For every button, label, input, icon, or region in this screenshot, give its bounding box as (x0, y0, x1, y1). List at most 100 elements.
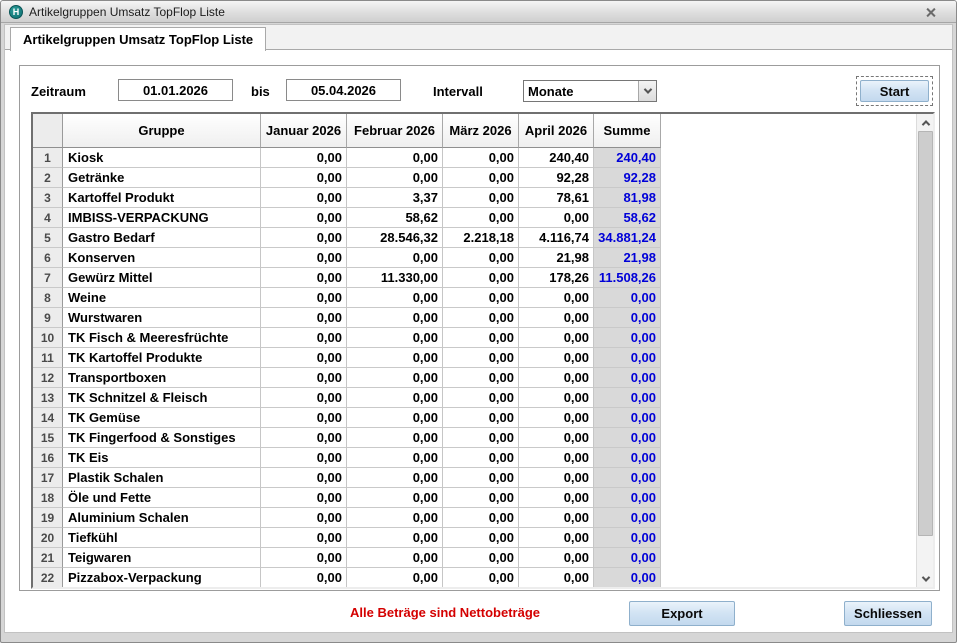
value-cell: 0,00 (261, 268, 347, 288)
window-close-button[interactable] (920, 4, 940, 20)
group-cell: Kartoffel Produkt (63, 188, 261, 208)
grid-header-row: GruppeJanuar 2026Februar 2026März 2026Ap… (33, 114, 661, 148)
value-cell: 0,00 (261, 308, 347, 328)
table-row[interactable]: 16TK Eis0,000,000,000,000,00 (33, 448, 661, 468)
scrollbar-up-button[interactable] (917, 114, 934, 131)
value-cell: 0,00 (347, 528, 443, 548)
table-row[interactable]: 8Weine0,000,000,000,000,00 (33, 288, 661, 308)
close-icon (925, 7, 936, 18)
table-row[interactable]: 5Gastro Bedarf0,0028.546,322.218,184.116… (33, 228, 661, 248)
value-cell: 0,00 (261, 328, 347, 348)
column-header[interactable]: Februar 2026 (347, 114, 443, 148)
table-row[interactable]: 7Gewürz Mittel0,0011.330,000,00178,2611.… (33, 268, 661, 288)
value-cell: 0,00 (261, 248, 347, 268)
date-to-input[interactable] (286, 79, 401, 101)
value-cell: 0,00 (261, 188, 347, 208)
table-row[interactable]: 13TK Schnitzel & Fleisch0,000,000,000,00… (33, 388, 661, 408)
value-cell: 0,00 (443, 428, 519, 448)
value-cell: 0,00 (261, 388, 347, 408)
value-cell: 0,00 (347, 368, 443, 388)
corner-header-cell (33, 114, 63, 148)
summe-cell: 240,40 (594, 148, 661, 168)
group-cell: Teigwaren (63, 548, 261, 568)
table-row[interactable]: 4IMBISS-VERPACKUNG0,0058,620,000,0058,62 (33, 208, 661, 228)
table-row[interactable]: 2Getränke0,000,000,0092,2892,28 (33, 168, 661, 188)
table-row[interactable]: 15TK Fingerfood & Sonstiges0,000,000,000… (33, 428, 661, 448)
value-cell: 0,00 (347, 468, 443, 488)
row-number-cell: 2 (33, 168, 63, 188)
value-cell: 0,00 (347, 548, 443, 568)
column-header[interactable]: Gruppe (63, 114, 261, 148)
row-number-cell: 20 (33, 528, 63, 548)
summe-cell: 92,28 (594, 168, 661, 188)
table-row[interactable]: 14TK Gemüse0,000,000,000,000,00 (33, 408, 661, 428)
table-row[interactable]: 1Kiosk0,000,000,00240,40240,40 (33, 148, 661, 168)
chevron-up-icon (921, 120, 929, 128)
zeitraum-label: Zeitraum (31, 84, 86, 99)
group-cell: Transportboxen (63, 368, 261, 388)
table-row[interactable]: 6Konserven0,000,000,0021,9821,98 (33, 248, 661, 268)
value-cell: 0,00 (443, 148, 519, 168)
value-cell: 0,00 (347, 348, 443, 368)
schliessen-button[interactable]: Schliessen (844, 601, 932, 626)
report-panel: Zeitraum bis Intervall Monate Start Grup… (19, 65, 940, 591)
table-row[interactable]: 20Tiefkühl0,000,000,000,000,00 (33, 528, 661, 548)
summe-cell: 0,00 (594, 408, 661, 428)
table-row[interactable]: 10TK Fisch & Meeresfrüchte0,000,000,000,… (33, 328, 661, 348)
column-header[interactable]: April 2026 (519, 114, 594, 148)
summe-cell: 0,00 (594, 368, 661, 388)
summe-cell: 0,00 (594, 328, 661, 348)
value-cell: 0,00 (519, 308, 594, 328)
vertical-scrollbar[interactable] (916, 114, 933, 587)
start-button[interactable]: Start (860, 80, 929, 102)
table-row[interactable]: 18Öle und Fette0,000,000,000,000,00 (33, 488, 661, 508)
intervall-select[interactable]: Monate (523, 80, 657, 102)
tab-artikelgruppen-umsatz[interactable]: Artikelgruppen Umsatz TopFlop Liste (10, 27, 266, 51)
table-row[interactable]: 3Kartoffel Produkt0,003,370,0078,6181,98 (33, 188, 661, 208)
value-cell: 240,40 (519, 148, 594, 168)
group-cell: Weine (63, 288, 261, 308)
value-cell: 0,00 (347, 508, 443, 528)
table-row[interactable]: 21Teigwaren0,000,000,000,000,00 (33, 548, 661, 568)
value-cell: 0,00 (519, 208, 594, 228)
group-cell: Kiosk (63, 148, 261, 168)
table-row[interactable]: 9Wurstwaren0,000,000,000,000,00 (33, 308, 661, 328)
column-header[interactable]: März 2026 (443, 114, 519, 148)
export-button[interactable]: Export (629, 601, 735, 626)
value-cell: 0,00 (519, 408, 594, 428)
row-number-cell: 15 (33, 428, 63, 448)
value-cell: 0,00 (261, 168, 347, 188)
summe-cell: 0,00 (594, 428, 661, 448)
value-cell: 0,00 (443, 328, 519, 348)
titlebar: H Artikelgruppen Umsatz TopFlop Liste (1, 1, 956, 23)
group-cell: Aluminium Schalen (63, 508, 261, 528)
value-cell: 0,00 (443, 368, 519, 388)
summe-cell: 0,00 (594, 568, 661, 588)
value-cell: 0,00 (261, 428, 347, 448)
combo-dropdown-button[interactable] (638, 81, 656, 101)
column-header[interactable]: Januar 2026 (261, 114, 347, 148)
table-row[interactable]: 12Transportboxen0,000,000,000,000,00 (33, 368, 661, 388)
group-cell: Gewürz Mittel (63, 268, 261, 288)
date-from-input[interactable] (118, 79, 233, 101)
row-number-cell: 18 (33, 488, 63, 508)
value-cell: 0,00 (347, 248, 443, 268)
scrollbar-thumb[interactable] (918, 131, 933, 536)
value-cell: 0,00 (443, 388, 519, 408)
table-row[interactable]: 11TK Kartoffel Produkte0,000,000,000,000… (33, 348, 661, 368)
table-row[interactable]: 22Pizzabox-Verpackung0,000,000,000,000,0… (33, 568, 661, 588)
summe-cell: 58,62 (594, 208, 661, 228)
value-cell: 3,37 (347, 188, 443, 208)
scrollbar-down-button[interactable] (917, 570, 934, 587)
value-cell: 0,00 (519, 568, 594, 588)
table-row[interactable]: 19Aluminium Schalen0,000,000,000,000,00 (33, 508, 661, 528)
row-number-cell: 4 (33, 208, 63, 228)
group-cell: TK Schnitzel & Fleisch (63, 388, 261, 408)
table-row[interactable]: 17Plastik Schalen0,000,000,000,000,00 (33, 468, 661, 488)
column-header[interactable]: Summe (594, 114, 661, 148)
value-cell: 0,00 (261, 528, 347, 548)
value-cell: 0,00 (261, 468, 347, 488)
value-cell: 0,00 (347, 408, 443, 428)
value-cell: 0,00 (519, 548, 594, 568)
row-number-cell: 1 (33, 148, 63, 168)
